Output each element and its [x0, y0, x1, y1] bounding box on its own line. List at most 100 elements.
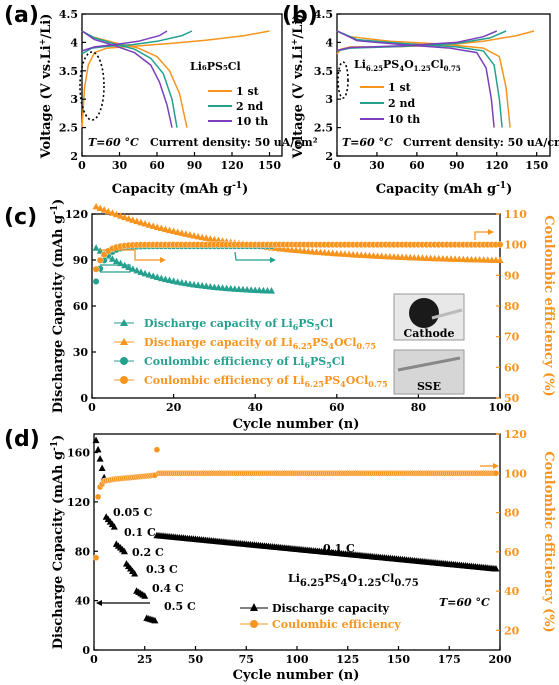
panel-d-legend-1-marker	[250, 603, 258, 611]
panel-c-series-1-point-12	[141, 220, 149, 227]
panel-a-ticks: 0 30 60 90 120 150 2 2.5 3 3.5 4 4.5	[59, 8, 281, 172]
panel-c-y2tick-label-0: 50	[504, 392, 520, 405]
panel-c-series-0-point-14	[149, 272, 157, 279]
panel-c-series-1-point-1	[96, 204, 104, 212]
panel-d-xtick-label-4: 100	[286, 653, 309, 666]
panel-c-ytick-label-1: 30	[73, 346, 89, 359]
panel-b-ticks: 0 30 60 90 120 150 2 2.5 3 3.5 4 4.5	[314, 8, 549, 172]
panel-d-ytick-label-4: 160	[67, 447, 90, 460]
panel-a-curve-1-discharge	[81, 30, 178, 128]
panel-c-y2tick-label-3: 80	[504, 300, 520, 313]
panel-b-xtick-label-5: 150	[525, 159, 548, 172]
panel-d-xtick-label-3: 75	[239, 653, 254, 666]
panel-b-frame	[336, 13, 551, 157]
panel-c-series-0-point-5	[112, 257, 120, 265]
panel-c-series-1-point-18	[166, 226, 174, 234]
panel-d-capacity-point-29	[151, 616, 159, 624]
panel-d-ce-point-30	[153, 446, 161, 453]
panel-c-series-1-point-22	[182, 230, 190, 237]
panel-c-series-0-point-0	[92, 244, 100, 251]
panel-b-current-density: Current density: 50 uA/cm²	[403, 136, 559, 149]
panel-a-ytick-label-5: 4.5	[59, 8, 78, 21]
panel-b-material-label: Li6.25PS4O1.25Cl0.75	[354, 58, 461, 73]
panel-c-arrows	[100, 229, 494, 273]
panel-b-curve-2-charge	[336, 30, 498, 52]
panel-c-letter: (c)	[4, 205, 37, 230]
panel-c-series-0-point-17	[161, 275, 169, 283]
panel-c-series-0-point-11	[137, 268, 145, 275]
panel-b-letter: (b)	[282, 3, 318, 28]
panel-c-xtick-label-5: 100	[489, 401, 512, 414]
panel-d-ce-point-1	[94, 493, 102, 501]
panel-d-temperature: T=60 °C	[439, 596, 490, 609]
panel-a-xtick-label-5: 150	[258, 159, 281, 172]
panel-c-orange-arrowhead-right	[488, 229, 494, 235]
panel-d-capacity-point-197	[492, 565, 500, 572]
panel-a-curves	[81, 30, 270, 128]
panel-c-series-1-point-4	[108, 209, 116, 216]
panel-b-xtick-label-2: 60	[409, 159, 425, 172]
panel-d-xtick-label-2: 50	[188, 653, 204, 666]
panel-b-ylabel: Voltage (V vs.Li+/Li)	[289, 14, 306, 160]
panel-a: (a) 0 30 60 90 120 150 2 2.5 3 3.5 4 4.5 Li₆PS₅Cl T…	[4, 3, 318, 197]
panel-c-xtick-label-1: 20	[166, 401, 182, 414]
panel-b-legend-2nd: 2 nd	[388, 97, 415, 110]
panel-c-y2tick-label-5: 100	[504, 239, 527, 252]
panel-b-xtick-label-4: 120	[485, 159, 508, 172]
panel-c-series-1-point-6	[117, 212, 125, 219]
panel-d-ytick-label-0: 0	[82, 644, 90, 657]
panel-c-series-0-point-15	[153, 273, 161, 281]
panel-c-series-1-point-16	[157, 224, 165, 232]
panel-a-ytick-label-4: 4	[70, 36, 78, 49]
panel-c-y2tick-label-2: 70	[504, 331, 520, 344]
panel-d-xtick-label-5: 125	[336, 653, 359, 666]
panel-d: (d) 0 25 50 75 100 125 150 175 200 0 40 80 120 160 20 4…	[4, 427, 556, 683]
panel-d-y2tick-label-2: 60	[504, 546, 520, 559]
panel-a-current-density: Current density: 50 uA/cm²	[150, 136, 318, 149]
panel-d-ylabel: Discharge Capacity (mAh g-1)	[50, 435, 66, 650]
panel-c-series-0-point-16	[157, 274, 165, 282]
panel-a-dotted-ellipse	[79, 51, 105, 121]
panel-c-xtick-label-0: 0	[88, 401, 96, 414]
panel-d-legend: Discharge capacity Coulombic efficiency	[240, 602, 401, 631]
panel-c-y2tick-label-1: 60	[504, 361, 520, 374]
panel-b-xtick-label-1: 30	[369, 159, 385, 172]
panel-c-legend: Discharge capacity of Li6PS5Cl Discharge…	[114, 317, 388, 389]
panel-c-series-1-point-10	[133, 217, 141, 225]
panel-c-series-1-point-8	[125, 214, 133, 222]
panel-c-series-1-point-11	[137, 218, 145, 226]
panel-c-series-1-point-28	[206, 235, 214, 242]
panel-d-xtick-label-8: 200	[489, 653, 512, 666]
panel-a-legend: 1 st 2 nd 10 th	[208, 85, 268, 128]
panel-b-curve-0-charge	[336, 30, 535, 55]
panel-c-ylabel: Discharge Capacity (mAh g-1)	[50, 199, 66, 414]
panel-d-xtick-label-0: 0	[90, 653, 98, 666]
panel-a-xtick-label-3: 90	[187, 159, 203, 172]
panel-d-rate-0.2C: 0.2 C	[132, 546, 164, 559]
panel-d-left-arrowhead	[96, 600, 102, 606]
panel-d-ticks: 0 25 50 75 100 125 150 175 200 0 40 80 120 160 20 40 60 8…	[67, 428, 527, 666]
panel-a-ytick-label-3: 3.5	[59, 65, 78, 78]
panel-d-y2tick-label-4: 100	[504, 467, 527, 480]
panel-c-series-0-point-24	[190, 280, 198, 288]
panel-d-legend-2-marker	[250, 620, 258, 628]
panel-c-series-1-point-3	[104, 207, 112, 215]
panel-c-legend-1: Discharge capacity of Li6PS5Cl	[144, 317, 333, 332]
panel-b-legend-1st: 1 st	[388, 81, 412, 94]
panel-c-series-1-point-20	[174, 228, 182, 236]
panel-a-temperature: T=60 °C	[88, 136, 139, 149]
panel-d-capacity-point-0	[92, 436, 100, 444]
panel-d-rate-0.5C: 0.5 C	[164, 600, 196, 613]
panel-c-series-1-point-23	[186, 231, 194, 238]
panel-d-ytick-label-3: 120	[67, 496, 90, 509]
panel-c-series-0-point-23	[186, 280, 194, 287]
panel-b-temperature: T=60 °C	[342, 136, 393, 149]
panel-c-inset-cathode-label: Cathode	[404, 327, 455, 340]
panel-d-y2tick-label-5: 120	[504, 428, 527, 441]
panel-c-y2tick-label-6: 110	[504, 208, 527, 221]
panel-d-capacity-point-14	[120, 547, 128, 555]
tweezer-icon	[431, 308, 463, 320]
panel-a-curve-2-charge	[81, 30, 168, 52]
panel-c-series-0-point-9	[129, 265, 137, 272]
panel-c-series-1-point-17	[161, 225, 169, 233]
